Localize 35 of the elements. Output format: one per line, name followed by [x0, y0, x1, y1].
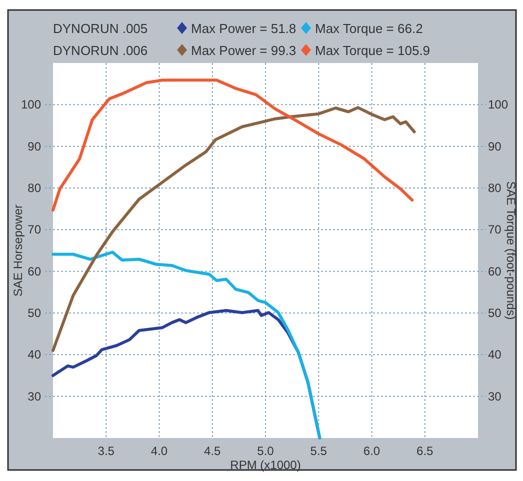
x-tick-label: 6.5: [416, 444, 434, 458]
line-series: [52, 250, 322, 440]
y2-tick-label: 40: [488, 348, 502, 362]
x-tick-label: 4.0: [150, 444, 168, 458]
y-tick-label: 80: [28, 181, 42, 195]
line-series: [52, 78, 414, 212]
legend-label: Max Torque = 105.9: [315, 43, 430, 58]
y-tick-label: 60: [28, 264, 42, 278]
x-tick-label: 3.5: [98, 444, 115, 458]
y-tick-label: 50: [28, 306, 42, 320]
y2-tick-label: 60: [488, 264, 502, 278]
legend-label: Max Power = 51.8: [191, 21, 296, 36]
y2-tick-label: 80: [488, 181, 502, 195]
y-axis-title: SAE Horsepower: [11, 204, 25, 297]
x-tick-label: 5.5: [310, 444, 328, 458]
y-tick-label: 100: [20, 98, 42, 112]
y-tick-label: 70: [28, 222, 42, 237]
y-tick-label: 40: [28, 348, 42, 362]
y2-tick-label: 70: [488, 222, 502, 237]
y-tick-label: 30: [28, 389, 42, 404]
y-tick-label: 90: [28, 139, 42, 154]
text: DYNORUN .006: [53, 43, 148, 58]
legend-label: Max Torque = 66.2: [315, 21, 423, 36]
y2-tick-label: 50: [488, 306, 502, 320]
y2-tick-label: 90: [488, 139, 502, 154]
x-axis-title: RPM (x1000): [230, 458, 301, 472]
legend-label: Max Power = 99.3: [191, 43, 296, 58]
y2-tick-label: 100: [488, 98, 508, 112]
x-tick-label: 5.0: [257, 444, 274, 458]
text: DYNORUN .005: [53, 21, 148, 36]
y2-axis-title: SAE Torque (foot-pounds): [504, 181, 518, 320]
y2-tick-label: 30: [488, 389, 502, 404]
x-tick-label: 6.0: [363, 444, 380, 458]
x-tick-label: 4.5: [204, 444, 222, 458]
line-series: [52, 106, 416, 352]
